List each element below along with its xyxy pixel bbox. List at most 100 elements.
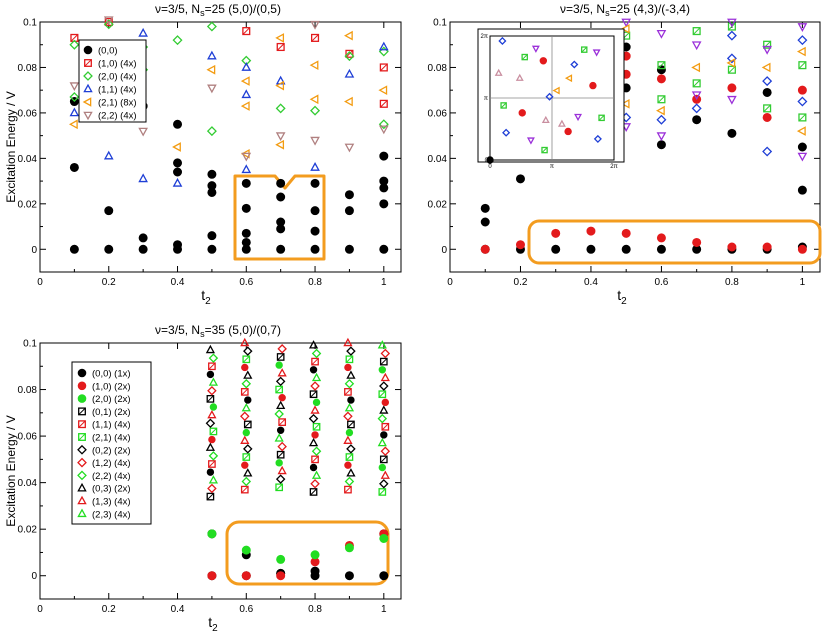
data-point-box <box>692 27 701 36</box>
data-point <box>344 190 354 200</box>
band-marker-box <box>381 422 390 431</box>
legend-label: (1,2) (4x) <box>92 458 131 469</box>
inset-point-hatch <box>581 46 588 53</box>
legend-marker <box>83 45 93 55</box>
data-point <box>797 244 807 254</box>
band-marker <box>278 393 286 402</box>
data-point <box>657 61 666 70</box>
y-tick-label: 0.08 <box>18 385 38 396</box>
band-marker <box>275 459 283 467</box>
band-marker-hatch <box>275 385 283 394</box>
data-point <box>343 30 353 41</box>
x-tick-label: 0.6 <box>654 277 668 288</box>
band-marker <box>242 453 251 461</box>
inset-y-tick-label: π <box>484 96 488 102</box>
band-marker-hatch <box>380 358 388 366</box>
legend-label: (0,0) <box>98 46 118 57</box>
band-marker-box <box>311 357 319 366</box>
panel-a-xlabel: t2 <box>201 287 211 307</box>
band-marker <box>205 418 216 429</box>
data-point-box <box>379 63 388 72</box>
legend-label: (1,0) (2x) <box>92 381 131 392</box>
data-point <box>206 21 217 32</box>
inset-point <box>494 68 503 76</box>
data-point <box>692 237 702 247</box>
data-point <box>796 46 806 57</box>
band-marker <box>275 474 286 484</box>
data-point <box>207 169 217 179</box>
band-marker <box>377 340 387 349</box>
band-marker <box>311 357 319 366</box>
data-point <box>379 63 388 72</box>
legend-label: (1,0) (4x) <box>98 59 137 70</box>
data-point <box>656 29 667 39</box>
data-point-hatch <box>380 63 388 72</box>
data-point <box>692 27 701 36</box>
band-marker <box>205 344 216 354</box>
data-point <box>207 244 217 254</box>
data-point-hatch <box>692 27 701 35</box>
band-marker <box>208 435 216 444</box>
band-marker <box>344 378 355 389</box>
band-marker <box>311 455 319 464</box>
data-point <box>240 76 250 86</box>
panel-b-xlabel: t2 <box>617 287 627 307</box>
data-point <box>172 142 181 152</box>
data-point <box>379 199 389 209</box>
data-point-hatch <box>276 43 285 51</box>
data-point <box>379 99 388 108</box>
data-point <box>797 152 808 162</box>
inset-point <box>515 73 524 81</box>
data-point <box>480 203 490 213</box>
inset-x-tick-label: π <box>550 164 554 170</box>
data-point <box>276 571 286 581</box>
band-marker <box>206 395 215 403</box>
band-marker <box>344 485 352 494</box>
band-marker <box>312 398 321 407</box>
inset-point <box>531 45 540 53</box>
legend-label: (2,3) (4x) <box>92 509 131 520</box>
x-tick-label: 0.8 <box>308 604 322 615</box>
y-tick-label: 0.02 <box>18 525 38 536</box>
data-point <box>797 23 808 32</box>
data-point-hatch <box>70 34 79 42</box>
data-point <box>763 104 772 113</box>
data-point <box>173 119 183 129</box>
band-marker-box <box>311 455 319 464</box>
data-point <box>207 84 217 94</box>
inset-point-box <box>598 114 605 122</box>
legend-label: (0,1) (2x) <box>92 407 131 418</box>
band-marker <box>240 411 250 422</box>
inset-point <box>526 137 535 145</box>
data-point <box>241 164 252 174</box>
data-point <box>761 62 771 73</box>
band-marker-hatch <box>309 390 318 398</box>
data-point <box>726 30 737 41</box>
legend-label: (2,1) (8x) <box>98 98 137 109</box>
legend-marker-hatch <box>78 420 86 428</box>
band-marker <box>276 426 285 434</box>
data-point <box>762 242 772 252</box>
band-marker <box>278 418 287 426</box>
band-marker <box>274 409 284 419</box>
panel-b-marks <box>480 18 808 254</box>
band-marker-hatch <box>378 488 386 496</box>
band-marker-box <box>208 362 216 371</box>
band-marker-hatch <box>380 455 388 463</box>
band-marker-hatch <box>242 355 250 363</box>
band-marker <box>243 370 253 379</box>
data-point <box>206 126 217 137</box>
panel-b-highlight-box <box>527 219 822 265</box>
panel-a-legend-entries: (0,0) (1,0) (4x) (2,0) (4x) (1,1) (4x) (2,1)… <box>82 45 137 122</box>
data-point <box>310 162 320 171</box>
data-point <box>241 62 252 71</box>
data-point <box>797 185 807 195</box>
data-point <box>242 27 251 36</box>
band-marker-box <box>378 390 387 399</box>
band-marker <box>379 357 388 366</box>
data-point <box>207 529 217 539</box>
x-tick-label: 0.2 <box>102 604 116 615</box>
data-point <box>138 244 148 254</box>
band-marker <box>309 366 318 374</box>
